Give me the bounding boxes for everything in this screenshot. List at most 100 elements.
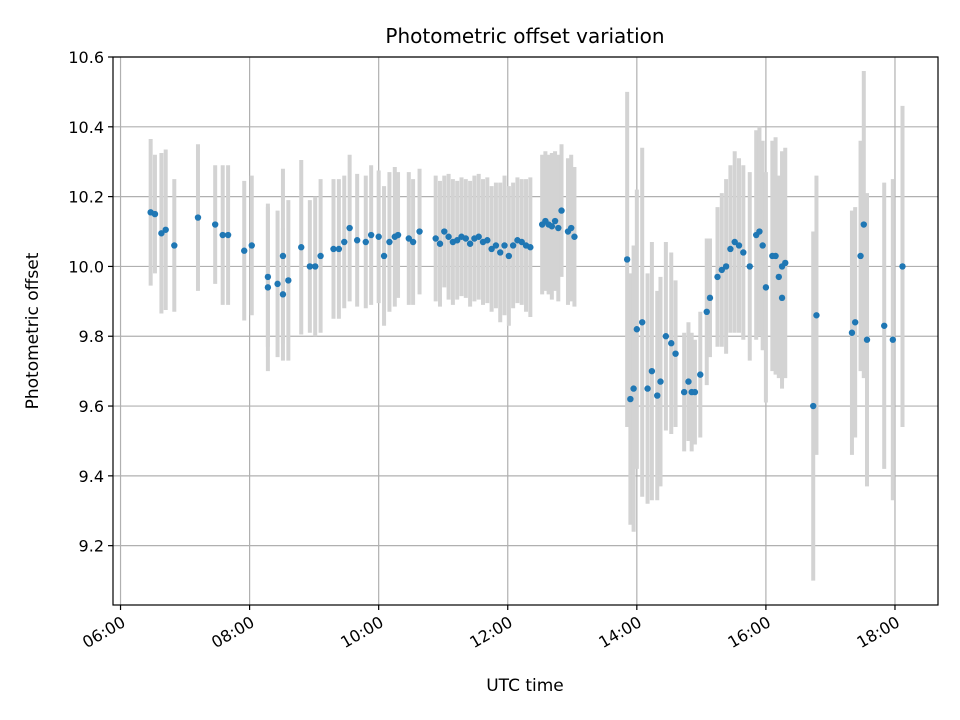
data-point (211, 221, 219, 228)
data-point (394, 231, 402, 239)
data-point (851, 319, 859, 326)
data-point (380, 252, 388, 260)
data-point (857, 252, 864, 260)
data-point (810, 402, 817, 410)
data-point (484, 237, 491, 244)
data-point (691, 388, 699, 396)
data-point (863, 336, 871, 343)
data-point (731, 238, 738, 246)
data-point (680, 388, 688, 396)
data-point (527, 244, 534, 251)
data-point (353, 237, 361, 244)
data-point (264, 273, 272, 281)
data-point (778, 294, 786, 302)
data-point (505, 252, 513, 260)
data-point (416, 228, 423, 235)
y-tick-label: 10.2 (68, 188, 104, 207)
y-tick-label: 9.8 (79, 327, 104, 346)
data-point (475, 233, 482, 240)
data-point (756, 228, 763, 235)
y-tick-label: 10.6 (68, 48, 104, 67)
data-point (346, 224, 353, 232)
data-point (633, 326, 641, 333)
data-point (466, 240, 474, 247)
data-point (453, 237, 461, 244)
y-tick-label: 10.4 (68, 118, 104, 137)
data-point (639, 319, 646, 326)
data-point (759, 242, 766, 249)
data-point (462, 235, 470, 242)
data-point (775, 273, 783, 281)
data-point (654, 392, 661, 399)
data-point (386, 238, 393, 246)
data-point (362, 238, 369, 246)
data-point (685, 378, 692, 385)
data-point (298, 244, 305, 251)
data-point (279, 291, 287, 298)
data-point (623, 256, 631, 263)
y-tick-label: 9.6 (79, 397, 104, 416)
data-point (860, 221, 867, 228)
data-point (306, 263, 314, 270)
data-point (405, 235, 412, 242)
y-axis: 9.2 9.4 9.6 9.8 10.0 10.2 10.4 10.6 (68, 48, 113, 556)
data-point (432, 235, 439, 242)
data-point (555, 224, 562, 232)
data-point (264, 284, 272, 291)
data-point (772, 252, 779, 260)
data-point (848, 329, 856, 336)
data-point (672, 350, 679, 357)
data-point (706, 294, 714, 302)
data-point (375, 233, 382, 240)
data-point (703, 308, 710, 316)
data-point (171, 242, 178, 249)
data-point (782, 259, 789, 267)
data-point (727, 245, 734, 253)
data-point (279, 252, 287, 260)
data-point (697, 371, 704, 378)
data-point (151, 210, 159, 218)
data-point (662, 333, 670, 340)
data-point (571, 233, 578, 240)
data-points (147, 207, 906, 410)
data-point (740, 249, 747, 256)
data-point (162, 226, 169, 233)
data-point (648, 367, 656, 375)
data-point (241, 247, 248, 254)
data-point (285, 277, 292, 284)
chart-title: Photometric offset variation (385, 24, 664, 48)
data-point (657, 378, 664, 385)
data-point (630, 385, 637, 392)
data-point (445, 233, 452, 240)
data-point (735, 242, 743, 249)
plot-frame (112, 56, 939, 606)
y-tick-label: 9.2 (79, 537, 104, 556)
data-point (274, 280, 281, 288)
data-point (224, 231, 232, 239)
data-point (899, 263, 906, 270)
data-point (409, 238, 417, 246)
data-point (881, 322, 888, 329)
data-point (492, 242, 500, 249)
data-point (558, 207, 565, 214)
data-point (627, 395, 634, 403)
data-point (746, 263, 753, 270)
y-tick-label: 10.0 (68, 257, 104, 276)
data-point (194, 214, 202, 221)
data-point (722, 263, 730, 270)
data-point (158, 230, 165, 237)
data-point (718, 266, 726, 274)
data-point (518, 238, 525, 246)
data-point (501, 242, 508, 249)
data-point (335, 245, 343, 253)
data-point (312, 263, 319, 270)
data-point (330, 245, 337, 253)
data-point (436, 240, 444, 247)
data-point (488, 245, 495, 253)
data-point (644, 385, 651, 392)
y-axis-label: Photometric offset (23, 252, 43, 409)
data-point (219, 231, 226, 239)
x-axis-label: UTC time (486, 676, 564, 696)
